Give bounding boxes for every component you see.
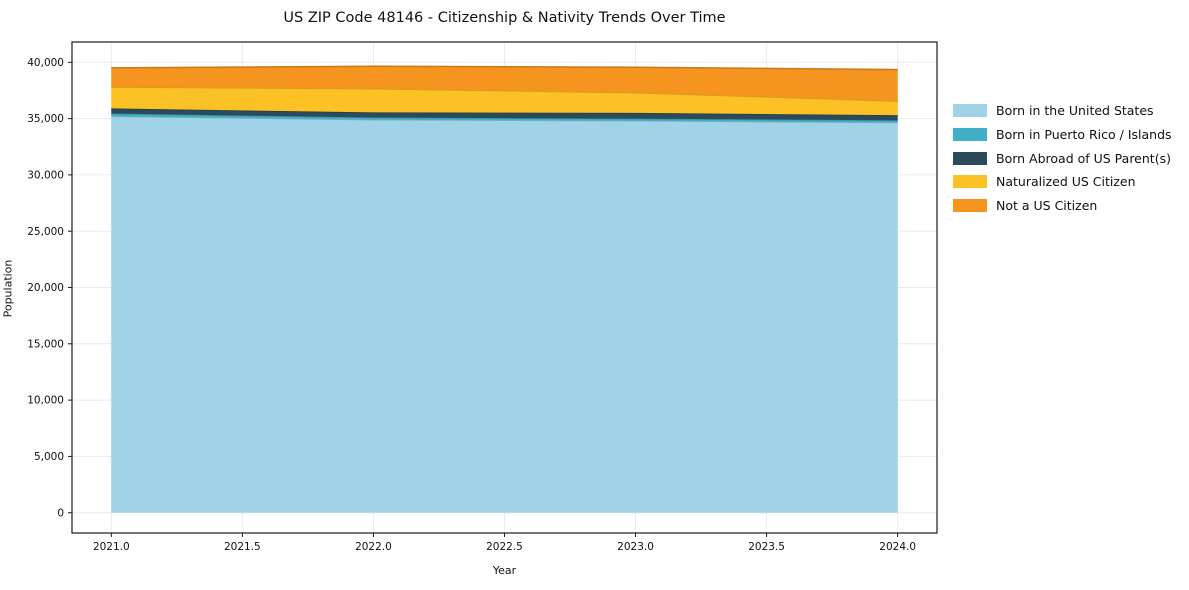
y-tick-label: 20,000 [27,282,64,294]
legend-item-born-in-puerto-rico-islands: Born in Puerto Rico / Islands [953,123,1172,147]
area-naturalized-us-citizen [111,87,898,116]
area-born-in-puerto-rico-islands [111,113,898,123]
legend-label: Born in the United States [996,103,1154,119]
legend-swatch [953,175,987,189]
legend-swatch [953,151,987,165]
chart-title: US ZIP Code 48146 - Citizenship & Nativi… [283,10,726,26]
legend-label: Naturalized US Citizen [996,174,1136,190]
legend-label: Born in Puerto Rico / Islands [996,127,1172,143]
x-axis-label: Year [492,564,517,577]
legend-swatch [953,128,987,142]
x-tick-label: 2024.0 [879,541,916,553]
y-tick-label: 30,000 [27,169,64,181]
y-tick-label: 15,000 [27,338,64,350]
y-tick-label: 35,000 [27,113,64,125]
y-tick-label: 5,000 [34,451,64,463]
legend-item-born-abroad-of-us-parent-s: Born Abroad of US Parent(s) [953,146,1172,170]
x-tick-label: 2022.0 [355,541,392,553]
x-tick-label: 2023.0 [617,541,654,553]
x-tick-label: 2023.5 [748,541,785,553]
legend-swatch [953,199,987,213]
legend: Born in the United States Born in Puerto … [953,99,1172,217]
y-tick-label: 10,000 [27,395,64,407]
legend-item-not-a-us-citizen: Not a US Citizen [953,194,1172,218]
x-tick-label: 2021.0 [93,541,130,553]
area-not-a-us-citizen [111,66,898,102]
legend-label: Born Abroad of US Parent(s) [996,150,1171,166]
legend-label: Not a US Citizen [996,198,1098,214]
y-tick-label: 25,000 [27,226,64,238]
area-born-in-the-united-states [111,116,898,513]
area-edge-not-a-us-citizen [111,65,898,71]
y-tick-label: 0 [57,507,64,519]
area-born-abroad-of-us-parent-s [111,108,898,121]
legend-swatch [953,104,987,118]
legend-item-born-in-the-united-states: Born in the United States [953,99,1172,123]
x-tick-label: 2021.5 [224,541,261,553]
x-tick-label: 2022.5 [486,541,523,553]
legend-item-naturalized-us-citizen: Naturalized US Citizen [953,170,1172,194]
y-tick-label: 40,000 [27,57,64,69]
